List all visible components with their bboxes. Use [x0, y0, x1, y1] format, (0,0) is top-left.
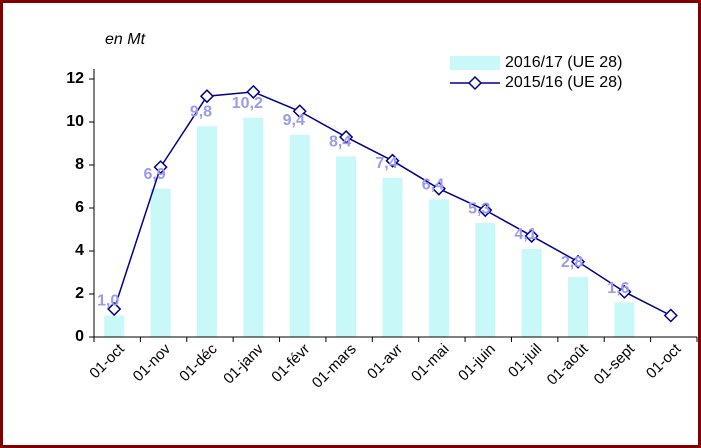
y-tick-label: 6	[75, 199, 84, 216]
marker	[246, 84, 261, 99]
marker	[292, 104, 307, 119]
marker	[199, 89, 215, 104]
y-tick-label: 2	[75, 285, 84, 302]
bar	[382, 177, 403, 337]
marker	[339, 129, 354, 145]
marker	[478, 203, 493, 218]
unit-annotation: en Mt	[105, 31, 146, 48]
y-tick-label: 8	[75, 156, 84, 173]
data-label: 1,6	[607, 280, 629, 297]
bar	[196, 126, 217, 337]
legend-swatch	[450, 56, 500, 70]
data-label: 6,9	[143, 166, 165, 183]
data-label: 7,4	[375, 155, 397, 172]
bar	[104, 315, 125, 337]
data-label: 6,4	[422, 177, 444, 194]
bar	[289, 134, 310, 337]
bar	[428, 199, 449, 337]
y-tick-label: 0	[75, 328, 84, 345]
marker	[570, 254, 586, 269]
bar	[521, 248, 542, 337]
data-label: 5,3	[468, 200, 490, 217]
data-label: 2,8	[561, 254, 583, 271]
bar	[336, 156, 357, 337]
y-tick-label: 4	[75, 242, 84, 259]
bar	[150, 188, 171, 337]
data-label: 9,4	[283, 112, 305, 129]
data-label: 4,1	[515, 226, 537, 243]
marker	[431, 181, 446, 196]
legend-label: 2016/17 (UE 28)	[505, 54, 622, 71]
data-label: 9,8	[190, 104, 212, 121]
marker	[617, 284, 632, 299]
data-label: 1,0	[97, 293, 119, 310]
marker	[107, 301, 122, 317]
marker	[153, 160, 168, 175]
legend-label: 2015/16 (UE 28)	[505, 74, 622, 91]
data-label: 10,2	[232, 95, 263, 112]
legend-marker	[467, 75, 483, 91]
bar	[614, 302, 635, 337]
bar	[568, 276, 589, 337]
marker	[385, 153, 400, 168]
bar	[475, 223, 496, 337]
y-tick-label: 12	[66, 70, 84, 87]
marker	[524, 228, 539, 244]
data-label: 8,4	[329, 134, 351, 151]
bar	[243, 117, 264, 337]
marker	[663, 308, 678, 323]
y-tick-label: 10	[66, 113, 84, 130]
